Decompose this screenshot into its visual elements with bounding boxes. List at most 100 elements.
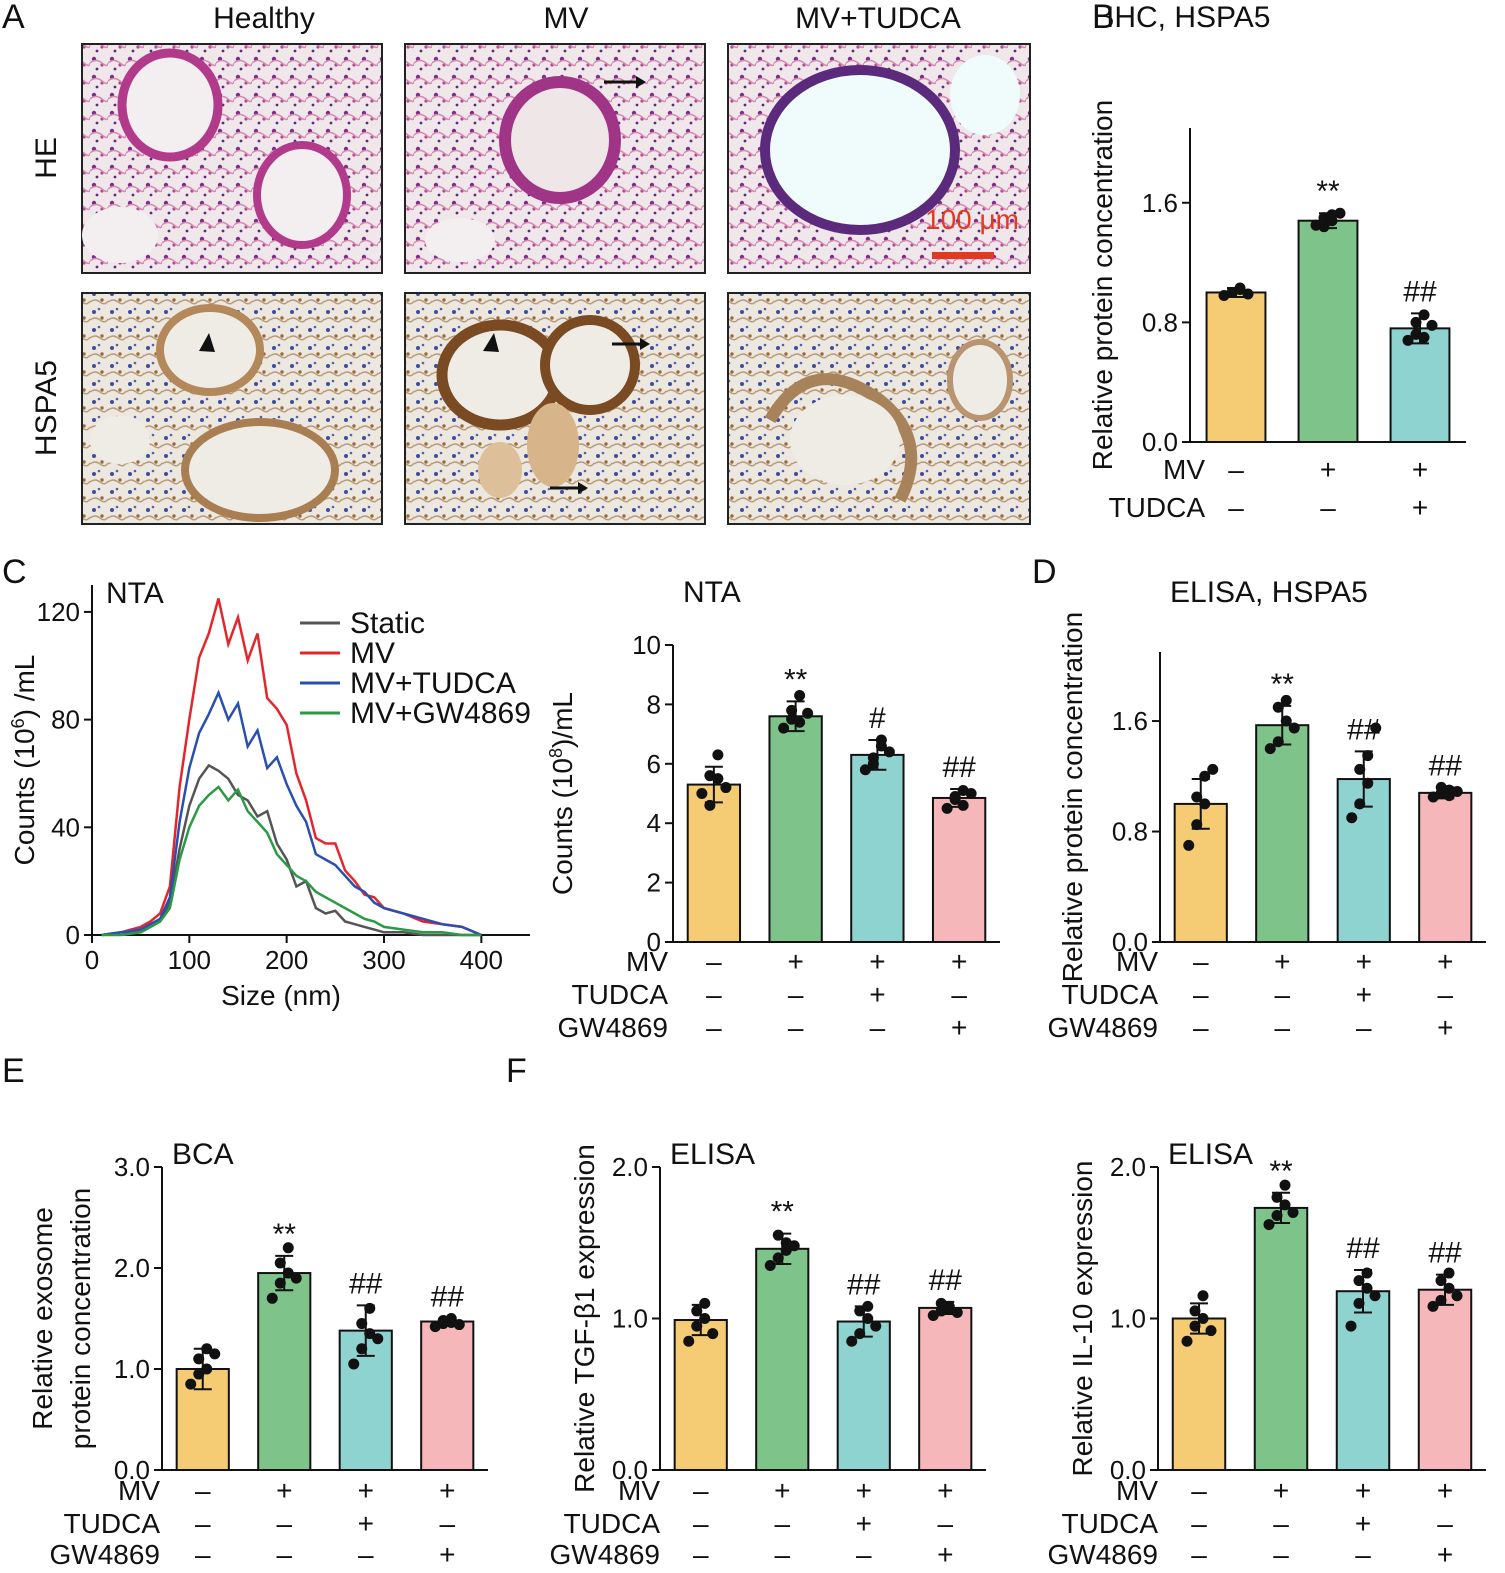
bar — [1417, 1288, 1473, 1471]
data-point — [1191, 791, 1203, 803]
arrowhead-icon — [199, 333, 215, 352]
scale-bar — [932, 252, 994, 259]
chart-nta-line: 0 40 80 120 0 100 200 300 400 NTA Size (nm) Counts … — [8, 577, 531, 1011]
data-point — [364, 1328, 376, 1340]
condition-value: – — [1191, 1539, 1207, 1570]
data-point — [1353, 1275, 1365, 1287]
arrow-icon — [578, 482, 588, 494]
condition-value: + — [1273, 1475, 1289, 1506]
bar — [1255, 724, 1310, 944]
x-axis-label: Size (nm) — [221, 980, 341, 1011]
panel-letter-a: A — [2, 0, 25, 36]
y-axis-label: Relative TGF-β1 expression — [569, 1144, 600, 1493]
panel-letter-c: C — [2, 553, 27, 591]
x-tick-label: 400 — [460, 945, 503, 975]
data-point — [193, 1353, 205, 1365]
bar — [420, 1320, 475, 1472]
condition-label: MV — [1116, 946, 1158, 977]
data-point — [356, 1318, 368, 1330]
data-point — [1362, 777, 1374, 789]
condition-value: + — [869, 946, 885, 977]
data-point — [862, 1313, 874, 1324]
chart-elisa-il10: 0.0 1.0 2.0 ELISA Relative IL-10 expression *… — [1048, 1138, 1486, 1570]
condition-value: – — [1228, 454, 1244, 485]
chart-title: NTA — [683, 576, 741, 609]
data-point — [1272, 736, 1284, 748]
condition-value: – — [706, 1012, 722, 1043]
panel-a: A Healthy MV MV+TUDCA HE HSPA5 100 μm — [2, 0, 1031, 525]
data-point — [1435, 1294, 1447, 1306]
condition-value: – — [276, 1539, 292, 1570]
data-point — [1197, 1313, 1209, 1324]
data-point — [691, 1305, 703, 1317]
data-point — [794, 689, 806, 701]
data-point — [372, 1333, 384, 1345]
bar — [1335, 1290, 1391, 1471]
data-point — [1280, 715, 1292, 727]
y-tick-label: 0.8 — [1112, 817, 1148, 847]
data-point — [1369, 1290, 1381, 1302]
data-point — [282, 1267, 294, 1279]
y-tick-label: 1.0 — [612, 1304, 648, 1334]
data-point — [699, 1313, 711, 1324]
bar — [686, 783, 742, 944]
micrograph-hspa5-healthy — [81, 292, 383, 525]
legend-label: MV+TUDCA — [350, 667, 516, 700]
y-tick-label: 0.8 — [1142, 307, 1178, 337]
panel-letter-f: F — [506, 1052, 527, 1090]
condition-value: – — [1355, 1539, 1371, 1570]
data-point — [1418, 309, 1430, 321]
bar — [1389, 327, 1451, 443]
condition-value: – — [706, 946, 722, 977]
data-point — [1287, 1206, 1299, 1218]
condition-value: + — [1412, 492, 1428, 523]
data-point — [707, 1328, 719, 1340]
data-point — [1288, 722, 1300, 734]
series-line — [101, 785, 482, 937]
data-point — [193, 1368, 205, 1380]
y-tick-label: 40 — [51, 812, 80, 842]
condition-value: + — [856, 1508, 872, 1539]
condition-label: GW4869 — [1048, 1539, 1159, 1570]
condition-value: + — [1356, 979, 1372, 1010]
condition-value: – — [1193, 979, 1209, 1010]
condition-value: + — [937, 1475, 953, 1506]
data-point — [1334, 207, 1346, 219]
data-point — [712, 749, 724, 761]
y-tick-label: 4 — [647, 808, 661, 838]
data-point — [699, 1297, 711, 1309]
micrograph-hspa5-mv — [404, 292, 706, 525]
y-tick-label: 1.6 — [1112, 706, 1148, 736]
data-point — [1189, 1320, 1201, 1332]
data-point — [1402, 334, 1414, 346]
column-label-healthy: Healthy — [213, 2, 315, 35]
data-point — [788, 1240, 800, 1252]
arrow-icon — [640, 338, 650, 350]
y-tick-label: 2 — [647, 868, 661, 898]
condition-label: TUDCA — [1062, 979, 1159, 1010]
chart-bca: 0.0 1.0 2.0 3.0 BCA Relative exosome protein c… — [27, 1138, 488, 1570]
bar — [836, 1320, 891, 1472]
data-point — [704, 799, 716, 811]
x-tick-label: 0 — [85, 945, 99, 975]
bar — [1336, 778, 1391, 943]
data-point — [778, 722, 790, 734]
data-point — [1181, 1335, 1193, 1347]
condition-value: – — [1228, 492, 1244, 523]
data-point — [1353, 1297, 1365, 1309]
chart-title: IHC, HSPA5 — [1106, 1, 1271, 34]
data-point — [364, 1302, 376, 1314]
data-point — [935, 1297, 947, 1309]
condition-label: TUDCA — [1109, 492, 1206, 523]
data-point — [1207, 763, 1219, 775]
data-point — [453, 1319, 465, 1331]
condition-label: TUDCA — [564, 1508, 661, 1539]
y-tick-label: 2.0 — [114, 1253, 150, 1283]
data-point — [846, 1335, 858, 1347]
condition-value: – — [693, 1539, 709, 1570]
data-point — [802, 707, 814, 719]
condition-value: + — [1355, 1475, 1371, 1506]
data-point — [927, 1309, 939, 1321]
significance-label: ** — [273, 1218, 297, 1251]
